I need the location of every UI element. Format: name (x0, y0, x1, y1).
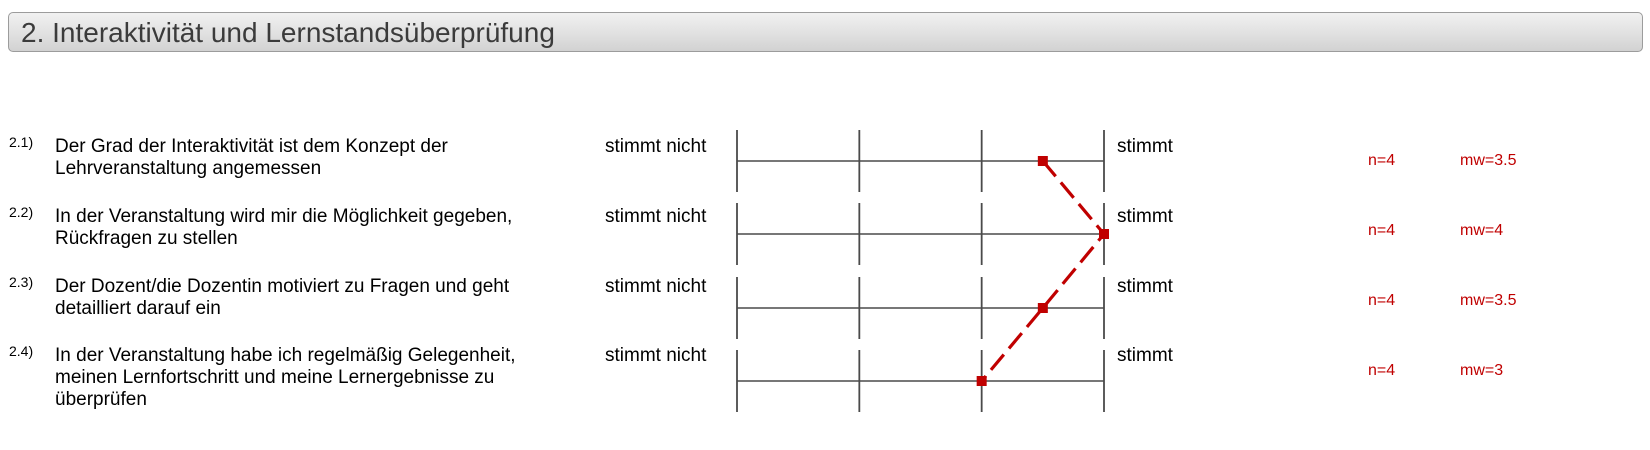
scale-right-label: stimmt (1117, 206, 1173, 227)
scale-left-label: stimmt nicht (605, 136, 707, 157)
mean-marker (1037, 156, 1048, 166)
section-title: 2. Interaktivität und Lernstandsüberprüf… (21, 17, 555, 48)
mean-value: mw=4 (1460, 222, 1504, 239)
n-count: n=4 (1368, 222, 1396, 239)
scale-right-label: stimmt (1117, 345, 1173, 366)
n-count: n=4 (1368, 152, 1396, 169)
scale-left-label: stimmt nicht (605, 276, 707, 297)
mean-marker (1099, 229, 1109, 239)
question-number: 2.2) (9, 204, 34, 220)
question-text: In der Veranstaltung wird mir die Möglic… (55, 206, 513, 249)
mean-marker (1037, 303, 1048, 313)
mean-value: mw=3.5 (1460, 152, 1517, 169)
scale-left-label: stimmt nicht (605, 345, 707, 366)
section-header: 2. Interaktivität und Lernstandsüberprüf… (8, 12, 1643, 52)
question-text: Der Dozent/die Dozentin motiviert zu Fra… (55, 276, 510, 319)
n-count: n=4 (1368, 292, 1396, 309)
scale-right-label: stimmt (1117, 136, 1173, 157)
mean-value: mw=3 (1460, 362, 1504, 379)
mean-marker (976, 376, 987, 386)
question-number: 2.1) (9, 134, 34, 150)
question-text: In der Veranstaltung habe ich regelmäßig… (55, 345, 516, 410)
question-number: 2.4) (9, 343, 34, 359)
mean-profile-line (980, 159, 1107, 383)
question-text: Der Grad der Interaktivität ist dem Konz… (55, 136, 448, 179)
scale-left-label: stimmt nicht (605, 206, 707, 227)
scale-right-label: stimmt (1117, 276, 1173, 297)
mean-value: mw=3.5 (1460, 292, 1517, 309)
n-count: n=4 (1368, 362, 1396, 379)
question-number: 2.3) (9, 274, 34, 290)
